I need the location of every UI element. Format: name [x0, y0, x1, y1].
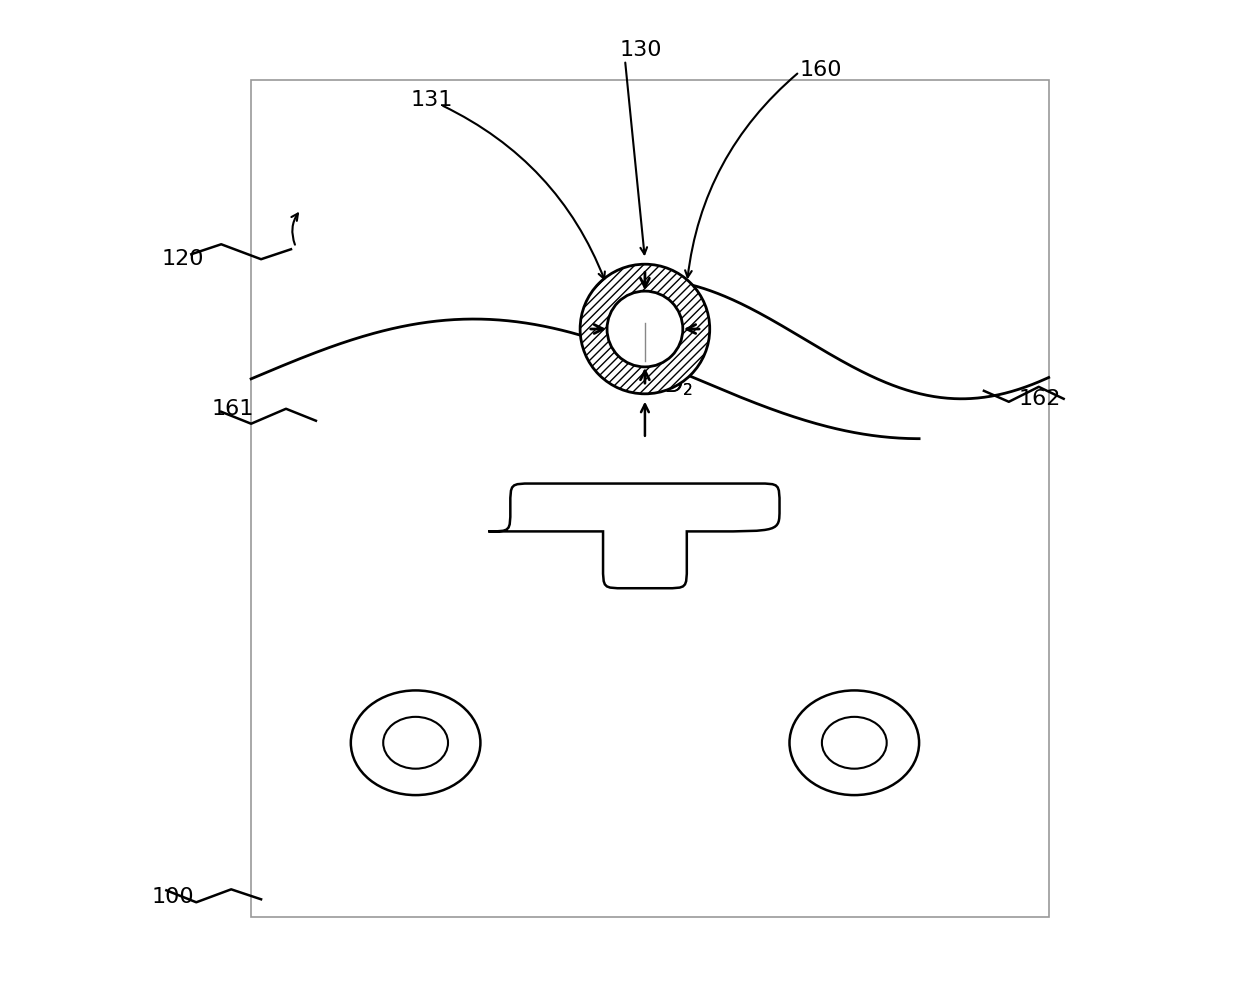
Text: 131: 131 [410, 90, 453, 110]
Ellipse shape [790, 690, 919, 796]
Text: 100: 100 [151, 887, 193, 907]
Bar [252, 80, 1049, 917]
Ellipse shape [822, 717, 887, 769]
Circle shape [580, 264, 709, 394]
Ellipse shape [383, 717, 448, 769]
Text: $D_2$: $D_2$ [665, 374, 692, 398]
PathPatch shape [489, 484, 780, 588]
Text: 162: 162 [1019, 389, 1061, 409]
Text: 130: 130 [620, 40, 662, 60]
Text: 161: 161 [211, 399, 254, 419]
Text: 160: 160 [800, 60, 842, 80]
Circle shape [608, 291, 683, 367]
Text: 120: 120 [161, 249, 203, 269]
Ellipse shape [351, 690, 480, 796]
Text: $D_2$: $D_2$ [665, 374, 692, 398]
